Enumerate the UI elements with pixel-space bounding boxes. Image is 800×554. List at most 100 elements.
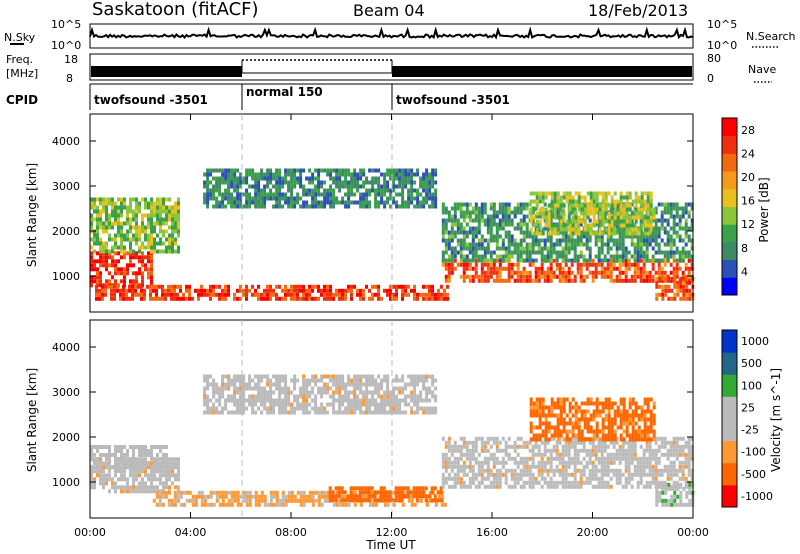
data-cell	[431, 288, 434, 293]
data-cell	[113, 288, 116, 293]
data-cell	[489, 452, 493, 457]
data-cell	[173, 498, 177, 503]
data-cell	[571, 231, 575, 236]
data-cell	[168, 205, 171, 210]
data-cell	[410, 406, 414, 411]
data-cell	[558, 440, 562, 445]
data-cell	[588, 218, 592, 223]
data-cell	[594, 452, 598, 457]
data-cell	[326, 382, 330, 387]
data-cell	[150, 481, 153, 486]
data-cell	[111, 201, 114, 206]
data-cell	[573, 476, 577, 481]
data-cell	[519, 218, 523, 223]
data-cell	[389, 288, 392, 293]
data-cell	[401, 378, 405, 383]
data-cell	[516, 480, 520, 485]
data-cell	[495, 266, 499, 271]
data-cell	[287, 180, 291, 185]
data-cell	[305, 378, 309, 383]
data-cell	[679, 296, 683, 301]
data-cell	[607, 191, 611, 196]
data-cell	[299, 394, 303, 399]
data-cell	[114, 453, 117, 457]
data-cell	[462, 202, 466, 207]
data-cell	[389, 284, 392, 289]
data-cell	[401, 176, 405, 181]
data-cell	[171, 465, 174, 470]
data-cell	[153, 469, 156, 473]
data-cell	[317, 204, 321, 209]
data-cell	[687, 210, 691, 215]
data-cell	[516, 444, 520, 449]
data-cell	[507, 234, 511, 239]
data-cell	[168, 465, 171, 470]
data-cell	[150, 279, 153, 284]
data-cell	[410, 176, 414, 181]
data-cell	[278, 402, 282, 407]
data-cell	[465, 202, 469, 207]
data-cell	[96, 473, 99, 478]
data-cell	[96, 445, 99, 449]
data-cell	[669, 206, 673, 211]
data-cell	[356, 394, 360, 399]
data-cell	[531, 234, 535, 239]
data-cell	[125, 292, 128, 297]
data-cell	[386, 288, 389, 293]
data-cell	[362, 204, 366, 209]
data-cell	[209, 292, 212, 297]
data-cell	[308, 490, 312, 495]
data-cell	[553, 215, 557, 220]
data-cell	[400, 490, 404, 495]
data-cell	[290, 292, 293, 297]
data-cell	[120, 241, 123, 246]
data-cell	[293, 196, 297, 201]
data-cell	[483, 202, 487, 207]
data-cell	[218, 490, 222, 495]
data-cell	[159, 237, 162, 242]
data-cell	[153, 465, 156, 469]
data-cell	[159, 201, 162, 206]
data-cell	[651, 274, 655, 279]
data-cell	[362, 402, 366, 407]
data-cell	[242, 402, 246, 407]
data-cell	[534, 464, 538, 469]
data-cell	[386, 196, 390, 201]
data-cell	[501, 242, 505, 247]
data-cell	[144, 457, 147, 462]
data-cell	[275, 386, 279, 391]
data-cell	[540, 460, 544, 465]
data-cell	[99, 201, 102, 206]
data-cell	[350, 288, 353, 293]
data-cell	[588, 258, 592, 263]
data-cell	[385, 494, 389, 499]
data-cell	[117, 245, 120, 250]
data-cell	[425, 176, 429, 181]
data-cell	[164, 288, 167, 293]
data-cell	[374, 188, 378, 193]
data-cell	[185, 296, 188, 301]
data-cell	[239, 394, 243, 399]
data-cell	[377, 406, 381, 411]
data-cell	[415, 498, 419, 503]
data-cell	[486, 464, 490, 469]
data-cell	[394, 486, 398, 491]
data-cell	[93, 445, 96, 449]
data-cell	[495, 210, 499, 215]
data-cell	[296, 168, 300, 173]
data-cell	[350, 192, 354, 197]
data-cell	[108, 221, 111, 226]
data-cell	[135, 477, 138, 482]
data-cell	[365, 398, 369, 403]
power-data-cells	[90, 168, 695, 301]
data-cell	[627, 468, 631, 473]
data-cell	[126, 461, 129, 465]
data-cell	[612, 278, 616, 283]
data-cell	[507, 436, 511, 441]
data-cell	[248, 382, 252, 387]
data-cell	[513, 448, 517, 453]
data-cell	[242, 390, 246, 395]
data-cell	[308, 188, 312, 193]
data-cell	[604, 191, 608, 196]
data-cell	[444, 210, 448, 215]
